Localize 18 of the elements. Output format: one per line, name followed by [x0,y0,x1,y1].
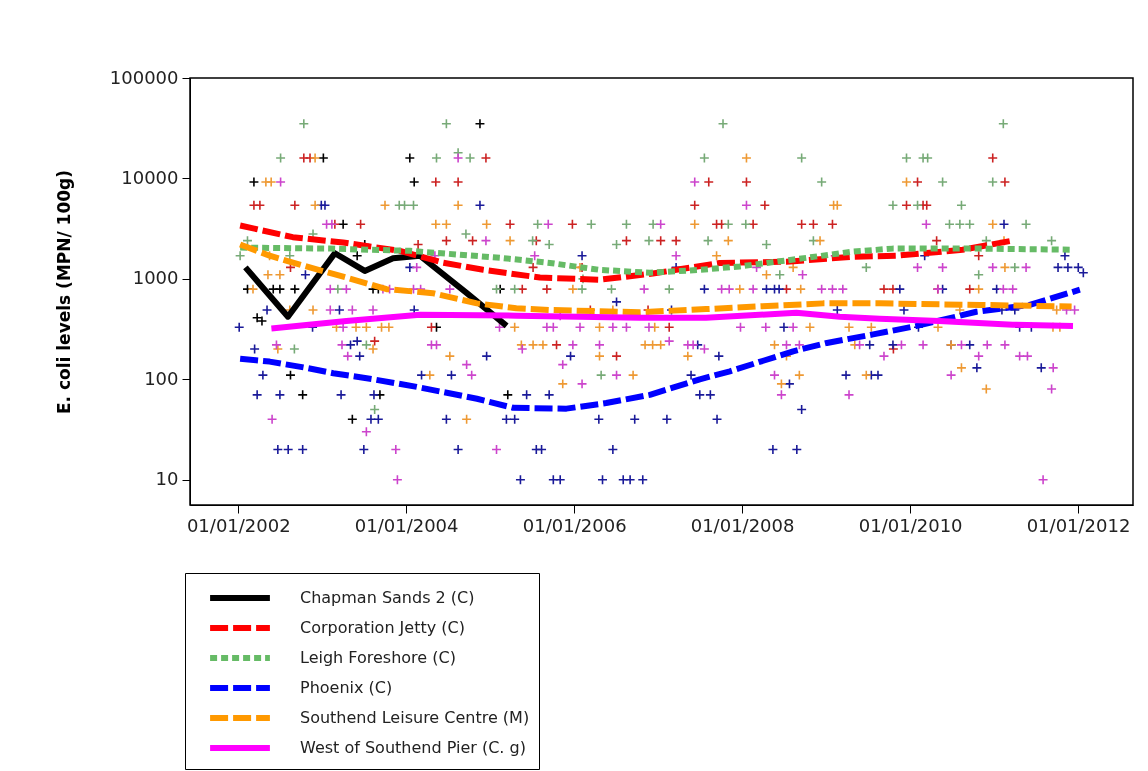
x-tick-label: 01/01/2010 [858,514,963,536]
legend-label: West of Southend Pier (C. g) [300,738,526,757]
x-tick-label: 01/01/2012 [1026,514,1131,536]
legend-label: Southend Leisure Centre (M) [300,708,530,727]
y-tick-label: 10 [155,468,179,490]
y-tick-label: 1000 [132,267,179,289]
legend-label: Chapman Sands 2 (C) [300,588,475,607]
legend-label: Corporation Jetty (C) [300,618,465,637]
y-tick-label: 10000 [121,166,179,188]
x-tick-label: 01/01/2006 [522,514,627,536]
legend-label: Leigh Foreshore (C) [300,648,456,667]
legend-label: Phoenix (C) [300,678,393,697]
x-tick-label: 01/01/2004 [354,514,459,536]
y-axis-title: E. coli levels (MPN/ 100g) [53,169,74,415]
y-tick-label: 100000 [109,66,179,88]
x-tick-label: 01/01/2008 [690,514,795,536]
x-tick-label: 01/01/2002 [186,514,291,536]
y-tick-label: 100 [144,367,179,389]
